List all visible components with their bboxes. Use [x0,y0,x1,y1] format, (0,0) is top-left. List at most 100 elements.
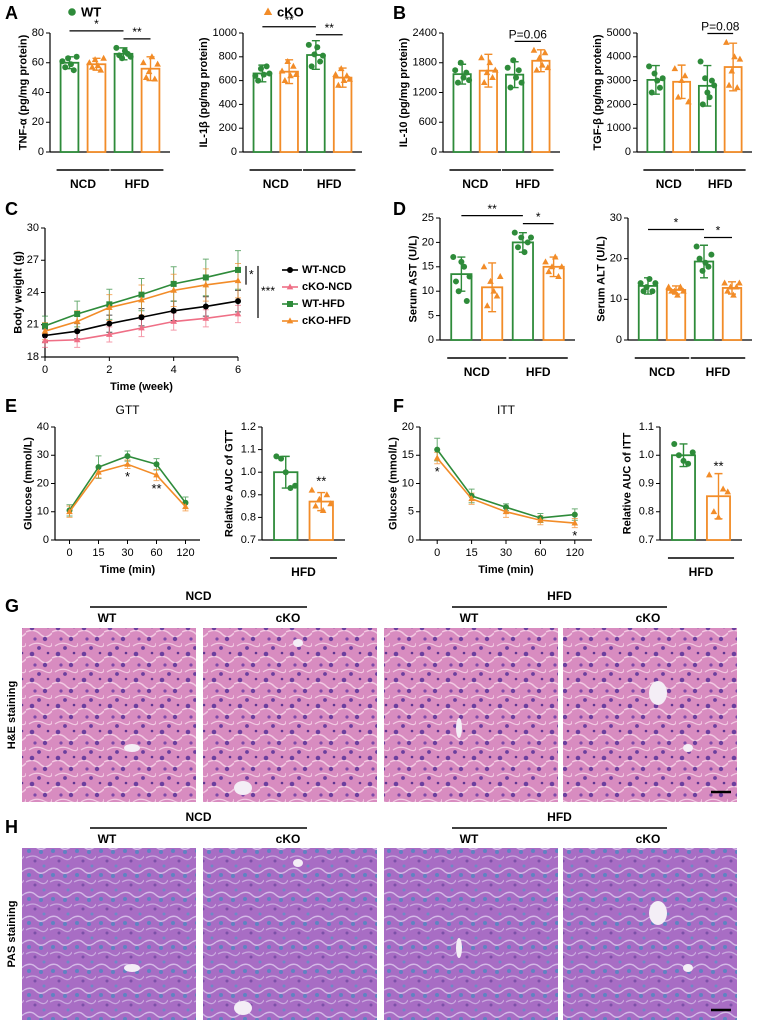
data-point [651,70,658,77]
data-point [466,273,473,280]
data-point [42,322,48,329]
y-tick-label: 30 [610,212,622,224]
y-tick-label: 0 [408,534,414,546]
x-tick-label: NCD [649,365,675,379]
data-point [674,93,682,100]
y-tick-label: 400 [219,98,237,110]
data-point [452,278,459,285]
legend-marker [287,267,293,273]
data-point [66,508,73,515]
data-point [308,486,316,493]
y-tick-label: 0.7 [639,534,654,546]
comparison-label: * [536,210,541,224]
y-tick-label: 10 [37,506,49,518]
data-point [100,54,107,61]
data-point [70,67,77,74]
data-point [311,51,318,58]
y-tick-label: 200 [219,122,237,134]
data-point [665,283,672,290]
data-point [138,324,145,331]
panel-letter: E [5,396,17,416]
y-tick-label: 30 [37,449,49,461]
panel-letter: F [393,396,404,416]
vessel [234,1001,252,1015]
y-tick-label: 800 [219,51,237,63]
bar [252,72,273,153]
data-point [434,446,441,453]
y-tick-label: 0.8 [241,511,256,523]
data-point [74,328,81,335]
annotation: ** [151,481,161,496]
y-tick-label: 0 [616,334,622,346]
panel-letter: G [5,596,19,616]
data-point [637,280,644,287]
data-point [689,449,696,456]
data-point [646,63,653,70]
column-label: WT [460,832,479,846]
data-point [94,62,102,69]
data-point [674,291,681,298]
data-point [646,276,653,282]
data-point [335,81,342,88]
data-point [725,81,733,88]
data-point [503,504,509,511]
micrograph [563,628,737,802]
data-point [346,75,353,82]
x-tick-label: HFD [317,177,342,191]
data-point [711,82,718,89]
legend-label: cKO-NCD [302,281,352,293]
data-point [312,502,319,509]
data-point [463,69,470,76]
y-tick-label: 10 [402,477,414,489]
data-point [702,75,709,82]
data-point [458,258,465,265]
data-point [493,292,501,299]
comparison-label: ** [325,21,335,35]
vessel [293,639,303,647]
comparison-label: ** [284,13,294,27]
data-point [317,58,324,65]
data-point [671,440,678,447]
data-point [643,284,650,291]
x-tick-label: HFD [515,177,540,191]
y-tick-label: 20 [37,477,49,489]
y-tick-label: 5000 [607,27,631,39]
x-tick-label: 30 [500,547,512,559]
data-point [736,55,744,62]
data-point [733,84,741,91]
y-axis-label: TNF-α (pg/mg protein) [18,34,30,150]
data-point [124,460,131,467]
x-tick-label: 0 [66,547,72,559]
group-label: NCD [186,810,212,824]
data-point [95,464,102,471]
data-point [648,89,655,96]
data-point [511,229,518,236]
data-point [234,310,242,317]
data-point [538,61,546,68]
y-tick-label: 40 [37,421,49,433]
data-point [490,287,498,294]
y-tick-label: 0.7 [241,534,256,546]
y-tick-label: 27 [27,254,39,266]
data-point [151,75,159,82]
data-point [521,249,528,256]
y-tick-label: 1200 [413,86,437,98]
data-point [463,297,470,304]
column-label: cKO [636,611,661,625]
data-point [290,62,297,69]
legend-label: WT-HFD [302,298,345,310]
data-point [148,53,156,60]
panel-letter: H [5,817,18,837]
vessel [124,964,140,972]
data-point [153,471,160,478]
data-point [235,298,241,305]
data-point [154,60,161,67]
data-point [706,94,713,101]
data-point [41,337,49,344]
x-tick-label: 0 [42,364,48,376]
data-point [652,280,659,287]
data-point [548,263,556,270]
legend-label: WT [81,4,101,19]
y-tick-label: 5 [428,310,434,322]
x-tick-label: HFD [689,565,714,579]
